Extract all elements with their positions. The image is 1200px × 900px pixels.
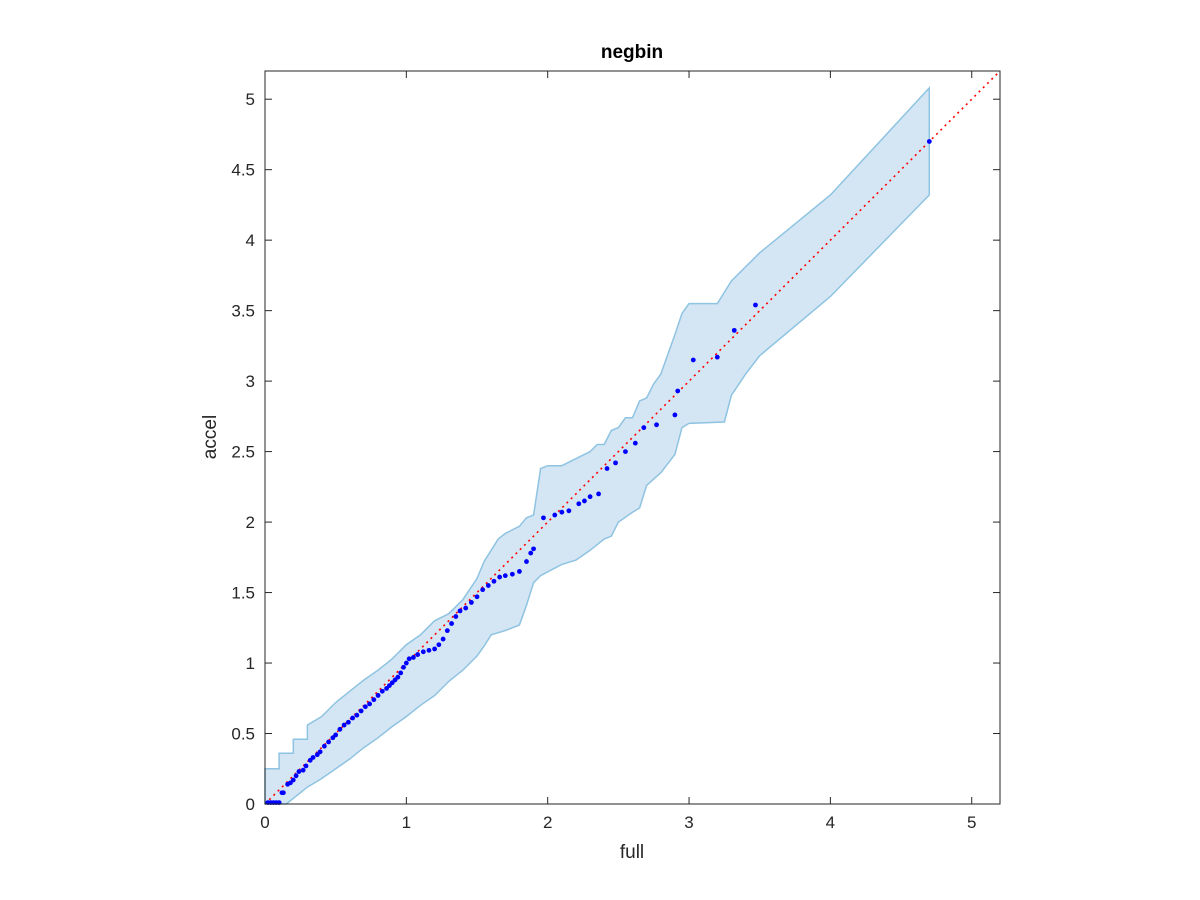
data-point [524, 559, 529, 564]
axes-box [264, 70, 1001, 805]
data-point [463, 605, 469, 611]
data-point [440, 636, 446, 642]
data-point [632, 440, 638, 446]
data-point [491, 578, 497, 584]
confidence-band [264, 85, 931, 805]
data-point [453, 614, 459, 619]
y-tick-label: 0.5 [231, 725, 255, 744]
y-tick-label: 5 [246, 90, 255, 109]
data-point [559, 509, 565, 515]
y-tick-label: 1.5 [231, 584, 255, 603]
data-point [497, 574, 503, 580]
data-point [337, 726, 343, 732]
data-point [582, 498, 587, 504]
data-point [541, 515, 546, 521]
data-point [587, 494, 593, 500]
reference-line [264, 70, 1001, 805]
x-tick-label: 0 [260, 813, 269, 832]
x-tick-label: 1 [402, 813, 411, 832]
data-point [690, 357, 696, 363]
data-point [303, 763, 309, 769]
y-tick-label: 4.5 [231, 161, 255, 180]
data-point [401, 664, 406, 670]
x-tick-label: 3 [684, 813, 693, 832]
y-tick-label: 1 [246, 654, 255, 673]
data-point [290, 777, 296, 783]
data-point [502, 573, 508, 579]
data-point [415, 652, 421, 657]
data-point [379, 688, 385, 694]
data-point [576, 501, 582, 507]
data-point [398, 670, 404, 676]
data-point [333, 732, 339, 738]
data-point [367, 701, 372, 707]
data-point [375, 693, 381, 698]
x-tick-label: 5 [967, 813, 976, 832]
data-point [480, 587, 486, 593]
y-axis-label: accel [200, 415, 221, 459]
data-point [531, 546, 536, 552]
data-point [641, 425, 647, 431]
data-point [485, 583, 491, 588]
y-tick-label: 2.5 [231, 443, 255, 462]
x-axis-label: full [620, 842, 644, 863]
data-point [341, 722, 347, 728]
y-tick-label: 4 [246, 231, 255, 250]
data-point [604, 466, 610, 471]
y-axis-ticks: 0 0.5 1 1.5 2 2.5 3 3.5 4 4.5 5 [231, 90, 1000, 814]
chart-title: negbin [601, 42, 663, 63]
data-point [321, 743, 327, 749]
data-point [403, 660, 409, 666]
y-tick-label: 2 [246, 513, 255, 532]
data-point [345, 719, 351, 725]
data-point [420, 649, 426, 655]
data-point [509, 571, 515, 577]
data-point [436, 642, 442, 648]
data-point [426, 647, 432, 653]
data-point [317, 749, 323, 755]
data-point [528, 550, 534, 556]
data-point [596, 491, 601, 497]
data-point [411, 655, 416, 660]
data-point [362, 704, 368, 710]
data-point [406, 656, 412, 662]
data-point [444, 628, 450, 634]
y-tick-label: 3 [246, 372, 255, 391]
data-point [474, 594, 480, 600]
data-point [566, 508, 572, 514]
data-point [449, 621, 454, 626]
data-point [517, 569, 522, 574]
data-point [395, 674, 401, 680]
data-point [613, 460, 618, 466]
data-point [926, 139, 932, 144]
data-point [672, 412, 678, 418]
data-point [293, 773, 299, 779]
y-tick-label: 3.5 [231, 302, 255, 321]
data-point [371, 697, 377, 703]
data-point [468, 600, 474, 605]
data-point [354, 712, 360, 718]
data-point [654, 422, 659, 428]
data-point [457, 608, 463, 614]
y-tick-label: 0 [246, 795, 255, 814]
x-tick-label: 2 [543, 813, 552, 832]
data-point [623, 449, 628, 454]
data-point [552, 512, 558, 518]
x-tick-label: 4 [826, 813, 835, 832]
data-point [675, 388, 681, 394]
data-point [350, 715, 356, 721]
data-point [326, 739, 332, 745]
data-point [310, 755, 316, 760]
data-point [731, 327, 737, 333]
data-points [265, 139, 932, 805]
data-point [296, 769, 302, 774]
x-axis-ticks: 0 1 2 3 4 5 [260, 71, 976, 832]
data-point [358, 708, 364, 714]
data-point [432, 646, 438, 652]
data-point [300, 767, 306, 773]
data-point [280, 790, 286, 796]
data-point [753, 302, 758, 308]
data-point [714, 354, 720, 360]
